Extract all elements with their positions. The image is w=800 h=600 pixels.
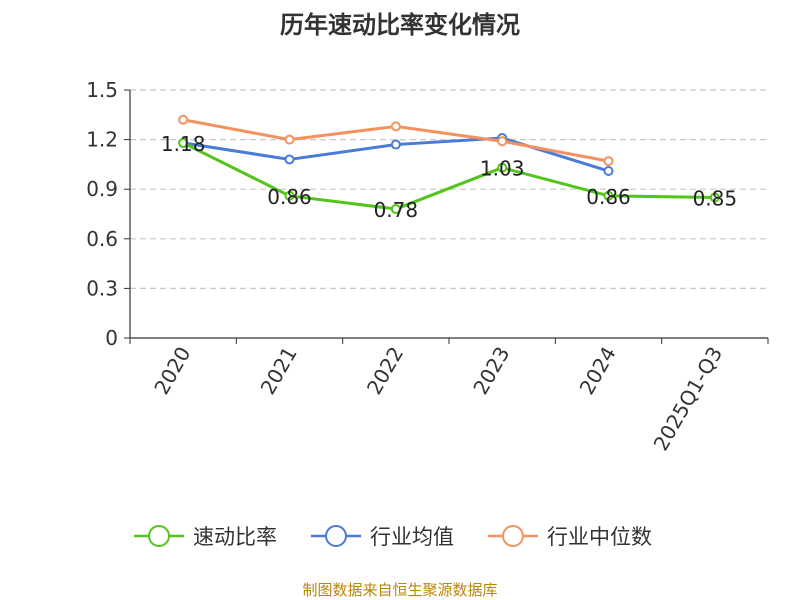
y-tick-label: 0.9 bbox=[86, 177, 118, 201]
x-tick-label: 2025Q1-Q3 bbox=[648, 343, 727, 455]
data-label: 0.86 bbox=[267, 185, 312, 209]
y-tick-label: 1.5 bbox=[86, 78, 118, 102]
data-point bbox=[284, 190, 295, 201]
data-point bbox=[178, 137, 189, 148]
series-lines bbox=[178, 114, 720, 215]
data-point bbox=[709, 192, 720, 203]
data-point bbox=[390, 139, 401, 150]
data-label: 0.85 bbox=[693, 186, 738, 210]
data-label: 0.86 bbox=[586, 185, 631, 209]
x-tick-label: 2023 bbox=[468, 342, 514, 398]
series-line-0 bbox=[182, 141, 715, 211]
gridlines bbox=[130, 89, 768, 289]
x-tick-label: 2021 bbox=[256, 343, 302, 399]
legend-item-0[interactable]: 速动比率 bbox=[134, 525, 277, 549]
legend-label: 行业中位数 bbox=[547, 525, 652, 549]
legend-item-1[interactable]: 行业均值 bbox=[311, 525, 454, 549]
data-labels: 1.18 0.86 0.78 1.03 0.86 0.85 bbox=[161, 132, 737, 222]
data-point bbox=[497, 136, 508, 147]
data-point bbox=[178, 114, 189, 125]
data-point bbox=[603, 156, 614, 167]
data-point bbox=[390, 121, 401, 132]
data-point bbox=[390, 204, 401, 215]
legend-item-2[interactable]: 行业中位数 bbox=[488, 525, 652, 549]
x-tick-label: 2024 bbox=[575, 343, 621, 399]
data-label: 1.03 bbox=[480, 157, 525, 181]
y-tick-label: 1.2 bbox=[86, 128, 118, 152]
y-tick-label: 0.6 bbox=[86, 227, 118, 251]
legend-label: 行业均值 bbox=[370, 525, 454, 549]
data-point bbox=[603, 190, 614, 201]
data-label: 0.78 bbox=[374, 198, 419, 222]
y-tick-label: 0.3 bbox=[86, 276, 118, 300]
data-point bbox=[497, 162, 508, 173]
data-point bbox=[603, 166, 614, 177]
legend-marker bbox=[502, 525, 524, 547]
x-tick-label: 2022 bbox=[362, 343, 408, 399]
data-point bbox=[284, 154, 295, 165]
legend-marker bbox=[148, 525, 170, 547]
legend[interactable]: 速动比率 行业均值 行业中位数 bbox=[134, 525, 652, 549]
x-tick-label: 2020 bbox=[149, 343, 195, 399]
chart-title: 历年速动比率变化情况 bbox=[280, 11, 520, 39]
data-point bbox=[284, 134, 295, 145]
data-label: 1.18 bbox=[161, 132, 206, 156]
y-tick-label: 0 bbox=[105, 326, 118, 350]
legend-label: 速动比率 bbox=[193, 525, 277, 549]
legend-marker bbox=[325, 525, 347, 547]
source-note: 制图数据来自恒生聚源数据库 bbox=[302, 581, 497, 599]
